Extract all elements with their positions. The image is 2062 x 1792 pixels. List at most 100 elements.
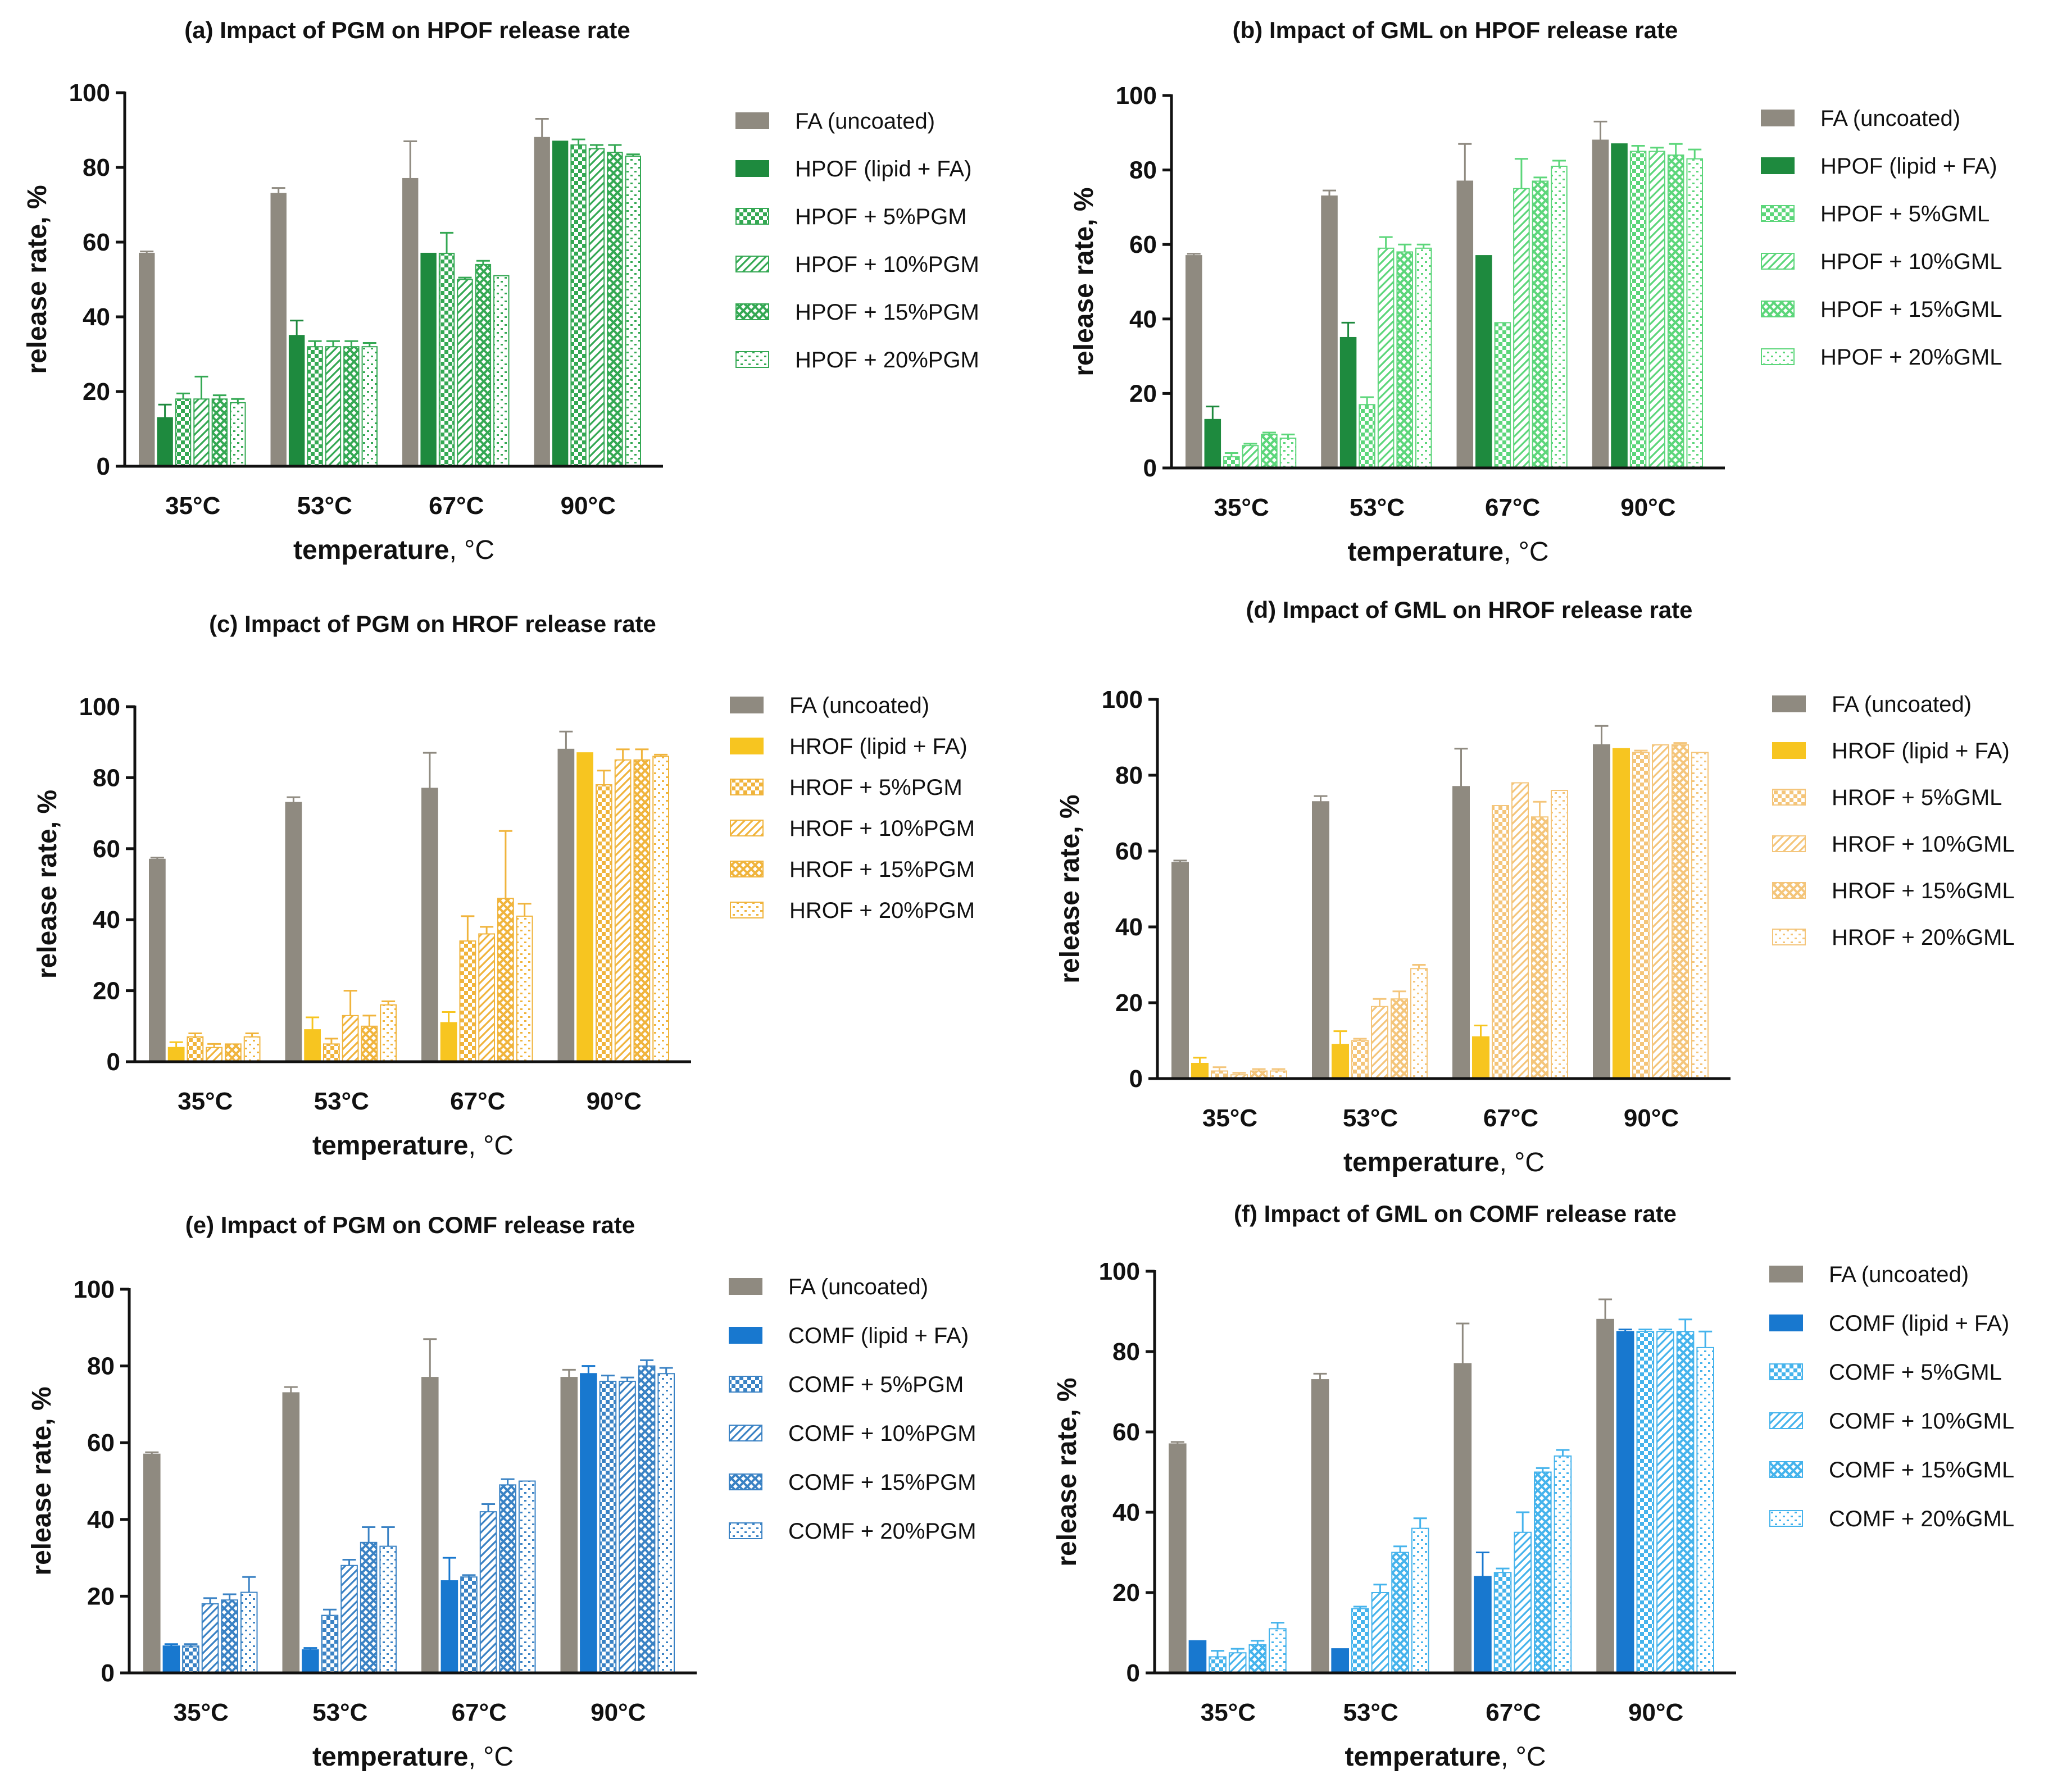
error-bar [1379,236,1393,248]
error-bar [324,1038,338,1044]
legend-label: HPOF + 20%GML [1820,345,2002,370]
y-tick-label: 0 [107,1048,120,1076]
legend-label: COMF + 10%PGM [788,1421,977,1446]
bar: COMF + 15%GML 35°C: 7 [1248,1644,1267,1673]
y-tick-label: 0 [97,453,110,480]
bar: FA (uncoated) 67°C: 77 [421,1377,439,1674]
bar: COMF (lipid + FA) 67°C: 24 [440,1580,458,1674]
error-bar [458,276,472,280]
chart-title: (a) Impact of PGM on HPOF release rate [184,17,630,43]
x-tick-label: 35°C [178,1088,233,1115]
bar: FA (uncoated) 53°C: 73 [1321,195,1338,469]
legend-swatch [730,738,764,754]
error-bar [1475,1552,1489,1577]
bar: FA (uncoated) 35°C: 57 [1169,1443,1187,1673]
legend-swatch [1772,695,1806,712]
error-bar [517,903,532,916]
legend-swatch [1761,157,1795,174]
x-tick-label: 67°C [450,1088,505,1115]
bar: FA (uncoated) 90°C: 88 [1596,1318,1614,1674]
x-axis-label: temperature, °C [1345,1742,1546,1772]
y-tick-label: 60 [87,1429,115,1457]
x-tick-label: 67°C [452,1699,507,1726]
legend-swatch [1769,1363,1803,1380]
legend-label: COMF + 20%PGM [788,1519,977,1544]
error-bar [1556,1449,1570,1456]
bar: COMF + 20%GML 90°C: 81 [1696,1347,1714,1674]
legend-swatch [1772,789,1806,806]
error-bar [1533,176,1547,181]
bar: HROF + 10%PGM 35°C: 4 [206,1047,222,1062]
bar: HPOF (lipid + FA) 53°C: 35 [1339,336,1357,469]
y-tick-label: 40 [1112,1499,1140,1526]
error-bar [1313,1372,1327,1380]
bar: COMF + 5%GML 53°C: 16 [1351,1608,1369,1674]
legend-label: FA (uncoated) [1832,692,1972,717]
legend-swatch [1761,205,1795,222]
y-tick-label: 0 [1129,1065,1143,1093]
legend-label: HPOF (lipid + FA) [795,157,972,181]
legend-label: HROF + 10%PGM [789,816,975,841]
panel-c: (c) Impact of PGM on HROF release rate 0 2… [33,611,975,1161]
error-bar [1638,1329,1652,1332]
error-bar [1224,452,1238,457]
error-bar [343,990,357,1016]
error-bar [1373,1584,1387,1593]
bar: HROF + 5%GML 53°C: 10 [1351,1040,1369,1079]
legend-swatch [1772,742,1806,759]
legend-swatch [1761,301,1795,317]
error-bar [1392,990,1406,999]
error-bar [1211,1650,1225,1657]
error-bar [1631,145,1645,152]
chart-title: (f) Impact of GML on COMF release rate [1234,1200,1677,1227]
error-bar [498,830,512,899]
error-bar [203,1597,217,1604]
error-bar [1618,1329,1632,1332]
legend-swatch [1769,1315,1803,1331]
x-tick-label: 90°C [561,492,616,520]
error-bar [245,1032,259,1037]
y-tick-label: 60 [1129,231,1157,258]
error-bar [1251,1640,1265,1645]
error-bar [440,231,454,253]
bar: COMF (lipid + FA) 35°C: 8 [1188,1640,1207,1674]
legend-label: FA (uncoated) [788,1275,928,1299]
y-tick-label: 20 [1115,989,1143,1017]
x-tick-label: 35°C [174,1699,229,1726]
error-bar [1206,406,1220,420]
legend-label: HROF + 20%PGM [789,898,975,923]
legend-label: HROF + 15%PGM [789,857,975,882]
bar: HROF + 5%PGM 35°C: 7 [187,1036,204,1063]
error-bar [1536,1467,1550,1472]
error-bar [326,340,340,347]
bar: FA (uncoated) 35°C: 57 [1186,255,1202,469]
legend-label: HPOF + 15%GML [1820,297,2002,322]
error-bar [620,1376,634,1381]
bar: HROF + 20%PGM 67°C: 41 [516,915,533,1062]
error-bar [582,1365,596,1374]
y-axis-label: release rate, % [1052,1377,1082,1566]
x-axis-label: temperature, °C [1348,537,1549,567]
error-bar [640,1359,654,1366]
legend-label: HROF + 10%GML [1832,832,2015,857]
error-bar [1673,742,1687,745]
legend-swatch [735,112,769,129]
bar: COMF + 5%PGM 67°C: 25 [460,1576,478,1673]
error-bar [303,1647,317,1650]
error-bar [242,1576,256,1593]
bar: HPOF + 10%GML 53°C: 59 [1377,247,1395,469]
error-bar [562,1368,576,1378]
bar: HROF + 10%PGM 53°C: 13 [342,1015,359,1062]
x-tick-label: 35°C [1202,1104,1257,1132]
error-bar [222,1593,237,1600]
bar: FA (uncoated) 53°C: 73 [1312,801,1329,1079]
bar: COMF + 15%PGM 67°C: 49 [499,1484,516,1674]
error-bar [616,748,630,760]
legend-label: COMF (lipid + FA) [788,1323,969,1348]
bar: HPOF + 5%PGM 90°C: 86 [570,144,587,467]
bar: COMF + 15%GML 90°C: 85 [1676,1331,1695,1673]
error-bar [164,1643,178,1647]
legend-label: HPOF (lipid + FA) [1820,154,1997,179]
legend-label: HPOF + 5%PGM [795,204,967,229]
